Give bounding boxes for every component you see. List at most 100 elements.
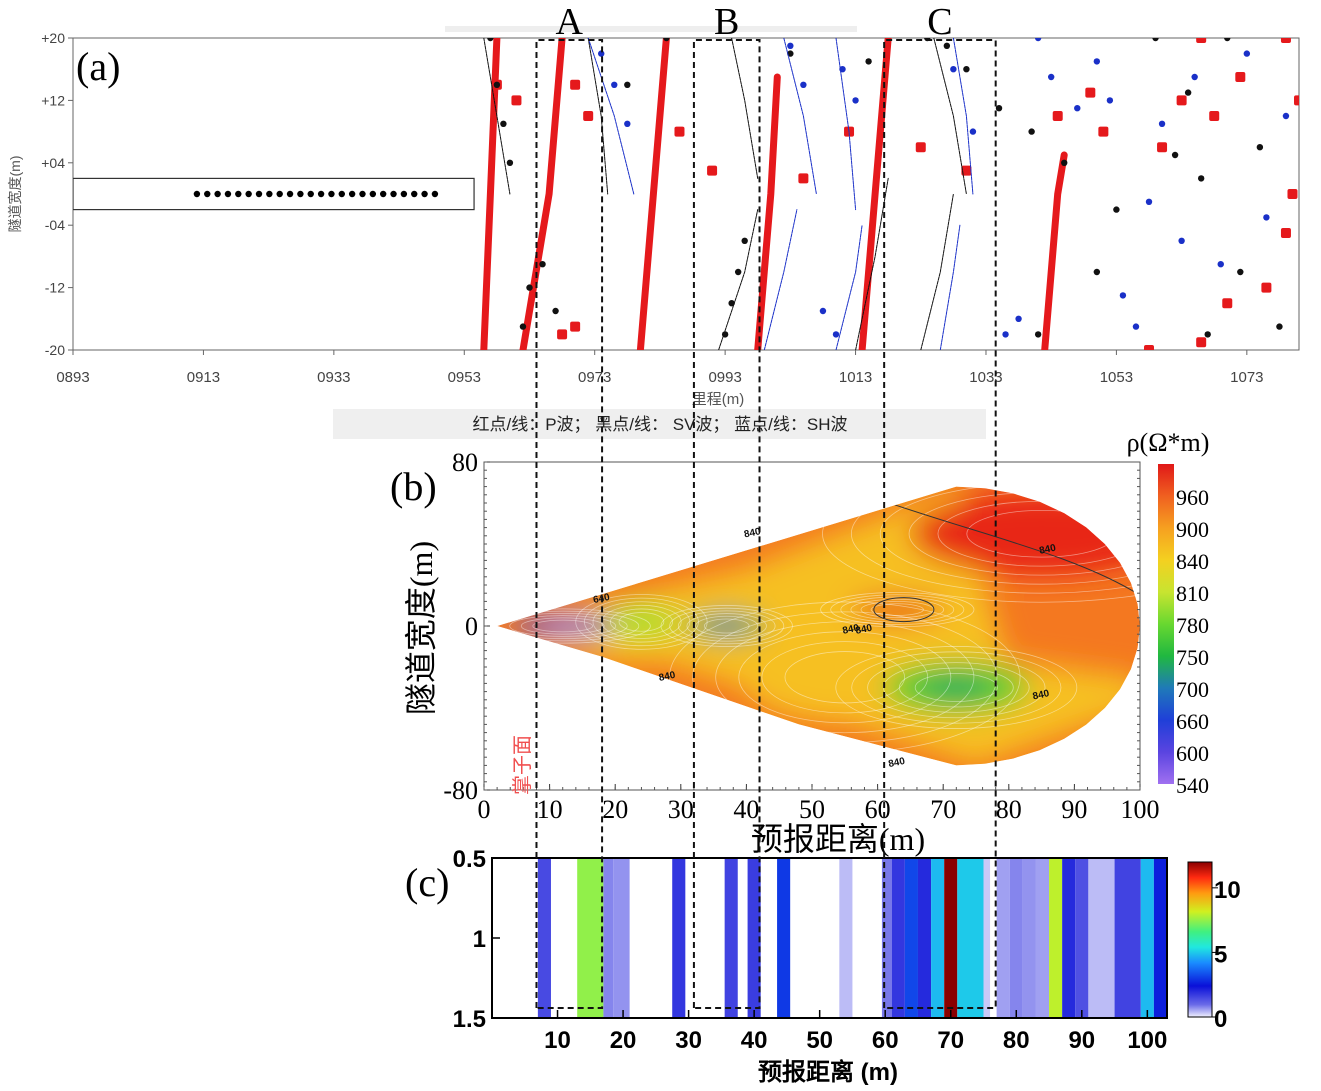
contour-line — [850, 486, 1141, 594]
zone-box — [535, 39, 604, 1009]
data-point — [506, 159, 514, 166]
y-tick-label: -20 — [45, 342, 65, 358]
x-tick-label: 20 — [602, 795, 628, 824]
y-tick-label: 0 — [465, 612, 478, 641]
data-point — [1152, 38, 1159, 42]
contour-line — [761, 641, 929, 714]
data-point — [969, 128, 977, 135]
contour-line — [898, 667, 1014, 708]
data-point — [1106, 97, 1114, 104]
data-point — [728, 300, 735, 307]
data-point — [734, 268, 742, 276]
sensor-point — [245, 190, 252, 198]
data-point — [1047, 73, 1055, 81]
value-band — [944, 858, 958, 1018]
resistivity-anomaly — [851, 599, 944, 620]
zone-box — [883, 39, 997, 1009]
colorbar-tick-label: 810 — [1176, 581, 1209, 606]
data-point — [611, 81, 618, 89]
sensor-point — [235, 190, 242, 198]
data-point — [1034, 331, 1042, 338]
data-point — [915, 142, 926, 153]
data-point — [526, 284, 533, 291]
value-band — [839, 858, 853, 1018]
reflector-line — [480, 38, 501, 350]
data-point — [1263, 214, 1270, 221]
x-tick-label: 10 — [544, 1027, 571, 1054]
panel-a-x-axis: 0893 0913 0933 0953 0973 0993 1013 1033 1053 1073 — [56, 350, 1264, 386]
x-tick-label: 60 — [865, 795, 891, 824]
sensor-point — [348, 190, 356, 198]
data-point — [1093, 268, 1101, 276]
data-point — [1113, 206, 1120, 213]
value-band — [577, 858, 604, 1018]
reflector-line — [754, 73, 781, 350]
value-band — [1114, 858, 1141, 1018]
value-band — [777, 858, 791, 1018]
reflector-line — [587, 38, 635, 195]
contour-line — [532, 619, 594, 633]
data-point — [1237, 268, 1244, 276]
y-tick-label: +04 — [41, 155, 65, 171]
value-band — [747, 858, 761, 1018]
contour-line — [840, 596, 955, 623]
contour-label: 840 — [743, 526, 762, 540]
y-tick-label: 80 — [452, 448, 478, 477]
data-point — [1261, 282, 1272, 293]
colorbar-title: ρ(Ω*m) — [1127, 428, 1210, 457]
value-band — [957, 858, 984, 1018]
data-point — [1222, 298, 1233, 309]
sensor-point — [431, 190, 439, 198]
data-point — [1196, 38, 1207, 43]
value-band — [881, 858, 892, 1018]
data-point — [1178, 237, 1185, 244]
data-point — [557, 329, 568, 340]
contour-line — [851, 651, 1062, 724]
colorbar-tick-label: 10 — [1214, 877, 1241, 904]
data-point — [570, 79, 581, 90]
data-point — [1158, 120, 1166, 128]
contour-line — [784, 651, 906, 704]
colorbar-tick-label: 780 — [1176, 613, 1209, 638]
contour-label: 840 — [658, 670, 677, 684]
data-point — [1217, 261, 1224, 268]
resistivity-fan — [497, 486, 1141, 766]
panel-label-c: (c) — [405, 860, 449, 905]
x-tick-label: 1013 — [839, 369, 872, 386]
data-point — [943, 42, 951, 49]
data-point — [539, 261, 546, 268]
colorbar-tick-label: 960 — [1176, 485, 1209, 510]
x-tick-label: 1073 — [1230, 369, 1263, 386]
data-point — [1145, 198, 1153, 205]
sensor-point — [390, 190, 397, 198]
value-band — [1022, 858, 1036, 1018]
sensor-point — [379, 190, 387, 198]
data-point — [511, 95, 522, 106]
x-tick-label: 0893 — [56, 369, 89, 386]
contour-line — [575, 594, 708, 650]
data-point — [1176, 95, 1187, 106]
contour-line — [592, 601, 691, 643]
reflector-line — [763, 209, 798, 350]
panel-a-y-axis: +20 +12 +04 -04 -12 -20 — [41, 30, 73, 358]
data-point — [570, 321, 581, 332]
contour-line — [497, 608, 651, 644]
value-band — [613, 858, 630, 1018]
zone-label: C — [927, 1, 952, 43]
data-point — [1196, 337, 1207, 348]
colorbar-tick-label: 700 — [1176, 677, 1209, 702]
value-band — [1062, 858, 1076, 1018]
contour-line — [695, 615, 759, 637]
contour-line — [879, 486, 1141, 585]
contour-line — [830, 594, 965, 625]
data-point — [1204, 331, 1211, 338]
sensor-point — [255, 190, 263, 198]
contour-lines — [497, 486, 1141, 753]
sensor-point — [328, 190, 335, 198]
resistivity-core — [536, 620, 589, 632]
sensor-point — [193, 190, 201, 198]
